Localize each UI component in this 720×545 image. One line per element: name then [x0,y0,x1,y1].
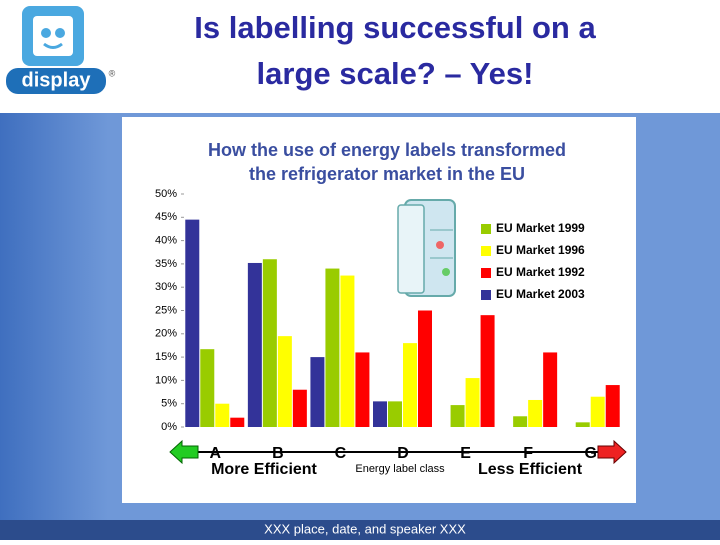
y-tick-label: 40% [155,235,177,247]
bar [373,401,387,427]
bar [388,401,402,427]
legend-label: EU Market 2003 [496,287,585,301]
y-tick-label: 15% [155,351,177,363]
bar [185,219,200,427]
footer-text: XXX place, date, and speaker XXX [264,521,466,536]
logo-mark: ® [109,68,116,78]
header-bg [0,0,720,113]
y-tick-label: 35% [155,258,177,270]
fridge-icon [397,199,456,297]
x-tick-label: D [397,445,409,462]
logo: display ® [6,6,116,94]
bar [215,403,230,427]
footer-bar [0,520,720,540]
x-tick-label: B [272,445,284,462]
right-note: Less Efficient [478,461,583,478]
y-tick-label: 10% [155,374,177,386]
legend-swatch [481,224,491,234]
bar [575,422,590,427]
y-tick-label: 20% [155,328,177,340]
legend-swatch [481,268,491,278]
bar [325,268,340,427]
legend-label: EU Market 1996 [496,243,585,257]
logo-text: display [22,69,92,91]
bar [590,396,605,427]
bar [513,416,528,427]
bar [292,389,307,427]
bar [230,417,245,427]
chart-title: How the use of energy labels transformed [208,140,566,160]
legend-swatch [481,290,491,300]
x-tick-label: E [460,445,471,462]
legend-swatch [481,246,491,256]
x-tick-label: A [210,445,222,462]
y-tick-label: 30% [155,281,177,293]
bar [200,349,215,427]
slide-title: large scale? – Yes! [257,56,534,91]
bar [450,405,465,427]
bar [418,310,432,427]
bar [403,343,417,427]
bar [310,357,325,427]
bar [355,352,370,427]
legend-label: EU Market 1992 [496,265,585,279]
y-tick-label: 25% [155,304,177,316]
bar [465,378,480,427]
y-tick-label: 0% [161,421,177,433]
chart-panel [122,117,636,503]
x-tick-label: C [335,445,347,462]
y-tick-label: 45% [155,211,177,223]
efficiency-arrow [169,439,627,465]
bar [262,259,277,427]
bar [528,399,543,427]
bar [543,352,558,427]
y-tick-label: 5% [161,398,177,410]
y-tick-label: 50% [155,188,177,200]
bar [340,275,355,427]
legend-label: EU Market 1999 [496,221,585,235]
x-tick-label: F [523,445,533,462]
bar [605,385,620,427]
slide-title: Is labelling successful on a [194,10,596,45]
left-note: More Efficient [211,461,317,478]
bar [480,315,495,427]
chart-title: the refrigerator market in the EU [249,164,525,184]
x-tick-label: G [584,445,596,462]
bar [247,262,262,427]
bar [277,336,292,427]
x-axis-label: Energy label class [355,463,445,475]
